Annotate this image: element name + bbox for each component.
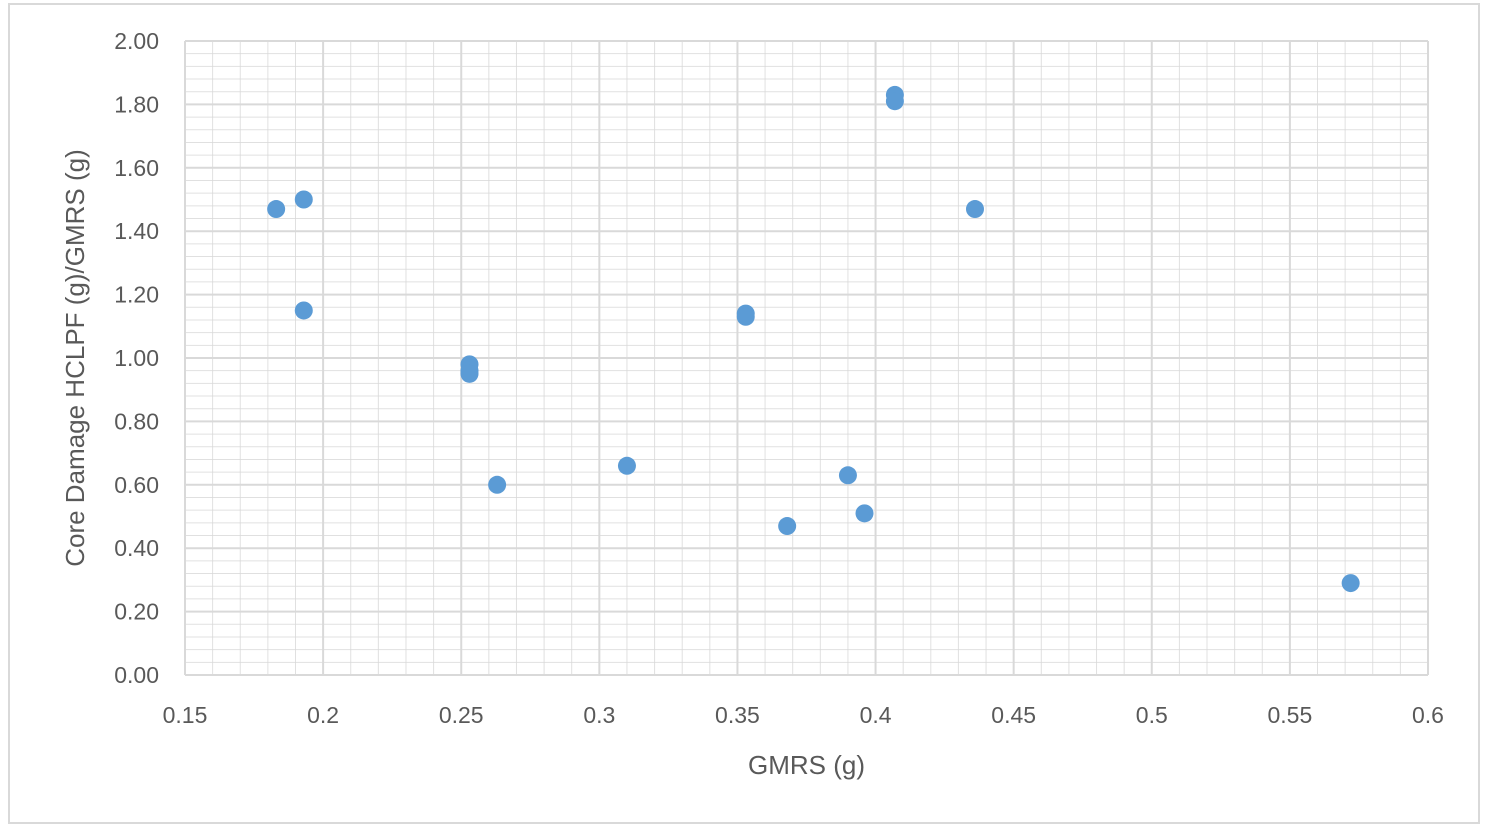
data-point — [294, 301, 313, 320]
data-point — [267, 200, 286, 219]
y-tick-label: 0.40 — [114, 535, 159, 561]
data-points — [267, 85, 1360, 593]
x-tick-label: 0.3 — [583, 702, 615, 728]
data-point — [885, 92, 904, 111]
y-tick-label: 1.60 — [114, 155, 159, 181]
scatter-chart: 0.00 0.20 0.40 0.60 0.80 1.00 1.20 1.40 1.60 1.80… — [60, 28, 1444, 780]
data-point — [965, 200, 984, 219]
x-tick-label: 0.4 — [860, 702, 892, 728]
major-gridlines — [184, 40, 1429, 676]
y-tick-label: 1.20 — [114, 282, 159, 308]
data-point — [460, 364, 479, 383]
x-tick-label: 0.25 — [439, 702, 484, 728]
y-axis-tick-labels: 0.00 0.20 0.40 0.60 0.80 1.00 1.20 1.40 1.60 1.80… — [114, 28, 159, 688]
x-tick-label: 0.2 — [307, 702, 339, 728]
y-tick-label: 0.80 — [114, 408, 159, 434]
y-tick-label: 1.40 — [114, 218, 159, 244]
x-tick-label: 0.15 — [163, 702, 208, 728]
y-tick-label: 0.60 — [114, 472, 159, 498]
y-tick-label: 2.00 — [114, 28, 159, 54]
x-axis-title: GMRS (g) — [748, 750, 865, 780]
data-point — [778, 517, 797, 536]
data-point — [736, 307, 755, 326]
y-tick-label: 0.00 — [114, 662, 159, 688]
y-tick-label: 0.20 — [114, 599, 159, 625]
x-axis-tick-labels: 0.15 0.2 0.25 0.3 0.35 0.4 0.45 0.5 0.55 0.6 — [163, 702, 1444, 728]
x-tick-label: 0.5 — [1136, 702, 1168, 728]
data-point — [838, 466, 857, 485]
chart-frame: 0.00 0.20 0.40 0.60 0.80 1.00 1.20 1.40 1.60 1.80… — [8, 3, 1480, 824]
y-tick-label: 1.00 — [114, 345, 159, 371]
data-point — [855, 504, 874, 523]
data-point — [488, 475, 507, 494]
data-point — [294, 190, 313, 209]
x-tick-label: 0.6 — [1412, 702, 1444, 728]
data-point — [1341, 574, 1360, 593]
y-axis-title: Core Damage HCLPF (g)/GMRS (g) — [60, 149, 90, 567]
x-tick-label: 0.55 — [1268, 702, 1313, 728]
data-point — [617, 456, 636, 475]
x-tick-label: 0.45 — [991, 702, 1036, 728]
x-tick-label: 0.35 — [715, 702, 760, 728]
y-tick-label: 1.80 — [114, 91, 159, 117]
